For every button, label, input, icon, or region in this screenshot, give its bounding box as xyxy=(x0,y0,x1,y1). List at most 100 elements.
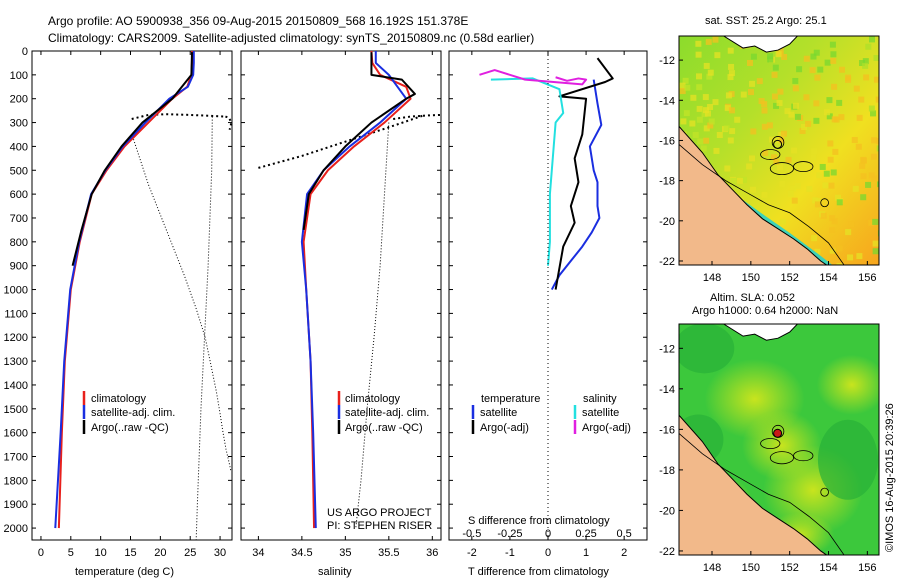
sst-cell xyxy=(814,248,821,255)
credit-project: US ARGO PROJECT xyxy=(327,507,432,519)
sst-cell xyxy=(730,177,737,184)
sst-cell xyxy=(796,66,803,73)
sst-cell xyxy=(712,36,719,43)
sst-cell xyxy=(870,153,877,160)
sst-cell xyxy=(828,182,835,189)
salinity-legend: climatology satellite-adj. clim. Argo(..… xyxy=(327,391,432,532)
argo-float-marker[interactable] xyxy=(773,428,783,438)
sst-cell xyxy=(792,85,799,92)
sst-cell xyxy=(814,74,821,81)
sst-cell xyxy=(775,51,782,58)
sst-cell xyxy=(805,120,812,127)
sst-cell xyxy=(773,102,780,109)
sla-anomaly xyxy=(816,354,879,415)
salinity-plot: 34 34.5 35 35.5 36 xyxy=(252,50,442,559)
sst-cell xyxy=(725,92,732,99)
series-climatology xyxy=(302,50,412,529)
reef-outline xyxy=(793,450,814,462)
x-tick-label: 25 xyxy=(184,547,196,559)
sst-cell xyxy=(877,230,879,237)
sst-cell xyxy=(740,176,747,183)
depth-tick-label: 1700 xyxy=(4,452,28,464)
header-line-2: Climatology: CARS2009. Satellite-adjuste… xyxy=(48,31,534,45)
sst-cell xyxy=(831,218,838,225)
sst-cell xyxy=(806,185,813,192)
sst-cell xyxy=(826,97,833,104)
sst-cell xyxy=(829,41,836,48)
sst-cell xyxy=(704,110,711,117)
sst-cell xyxy=(734,116,741,123)
sst-cell xyxy=(845,229,852,236)
sst-cell xyxy=(788,111,795,118)
sst-cell xyxy=(822,182,829,189)
sst-cell xyxy=(876,145,879,152)
sst-cell xyxy=(703,62,710,69)
sst-map[interactable] xyxy=(679,36,885,269)
dotted-right xyxy=(393,113,442,120)
x-tick-label: 30 xyxy=(214,547,226,559)
sst-cell xyxy=(872,240,879,247)
depth-tick-label: 900 xyxy=(10,261,28,273)
lon-tick-label: 152 xyxy=(780,272,798,284)
x-tick-label: 2 xyxy=(621,547,627,559)
reef-outline xyxy=(760,438,781,450)
credit-pi: PI: STEPHEN RISER xyxy=(327,520,432,532)
legend-sal-argo-label: Argo(-adj) xyxy=(582,422,631,434)
sst-cell xyxy=(748,89,755,96)
sst-cell xyxy=(729,128,736,135)
sst-cell xyxy=(862,62,869,69)
sst-cell xyxy=(703,137,710,144)
argo-float-marker[interactable] xyxy=(773,139,783,149)
series-salinity-argo-adj- xyxy=(479,69,588,86)
series-temperature-satellite xyxy=(550,79,603,291)
temperature-plot: 0 5 10 15 20 25 30 xyxy=(38,51,233,559)
sst-cell xyxy=(784,108,791,115)
temperature-panel-frame xyxy=(31,50,233,541)
lon-tick-label: 150 xyxy=(742,562,760,574)
lon-tick-label: 156 xyxy=(858,272,876,284)
depth-tick-label: 600 xyxy=(10,189,28,201)
x-tick-label: 34.5 xyxy=(291,547,312,559)
bottom-trace xyxy=(133,139,232,471)
sla-low xyxy=(817,419,878,500)
surface-trace xyxy=(195,116,213,541)
lon-tick-label: 148 xyxy=(703,272,721,284)
sst-cell xyxy=(826,113,833,120)
sst-cell xyxy=(761,107,768,114)
depth-tick-label: 1400 xyxy=(4,380,28,392)
sst-cell xyxy=(724,105,731,112)
reef-outline xyxy=(820,487,829,497)
bottom-marker xyxy=(225,115,233,130)
sst-cell xyxy=(836,99,843,106)
sst-cell xyxy=(801,159,808,166)
sst-cell xyxy=(856,114,863,121)
sst-cell xyxy=(776,100,783,107)
x-tick-label: -1 xyxy=(505,547,515,559)
sst-cell xyxy=(761,101,768,108)
reef-outline xyxy=(769,451,794,465)
sst-cell xyxy=(868,36,875,43)
sst-cell xyxy=(862,58,869,65)
lat-tick-label: -12 xyxy=(659,343,675,355)
sst-cell xyxy=(780,218,787,225)
sst-cell xyxy=(679,88,686,95)
sst-cell xyxy=(830,51,837,58)
sst-cell xyxy=(696,116,703,123)
lon-tick-label: 148 xyxy=(703,562,721,574)
sst-cell xyxy=(815,197,822,204)
dotted-left xyxy=(258,114,424,169)
sst-cell xyxy=(819,163,826,170)
difference-plot: -2 -1 0 1 2 -0.5 -0.25 0 0.25 0.5 xyxy=(462,51,632,559)
sst-cell xyxy=(683,110,690,117)
sst-cell xyxy=(680,118,687,125)
sla-map[interactable] xyxy=(673,323,886,556)
sst-cell xyxy=(781,53,788,60)
sst-cell xyxy=(865,43,872,50)
sst-cell xyxy=(706,73,713,80)
sst-cell xyxy=(692,131,699,138)
sst-cell xyxy=(853,85,860,92)
sst-cell xyxy=(836,245,843,252)
depth-tick-label: 700 xyxy=(10,213,28,225)
sst-cell xyxy=(696,73,703,80)
sst-cell xyxy=(801,123,808,130)
